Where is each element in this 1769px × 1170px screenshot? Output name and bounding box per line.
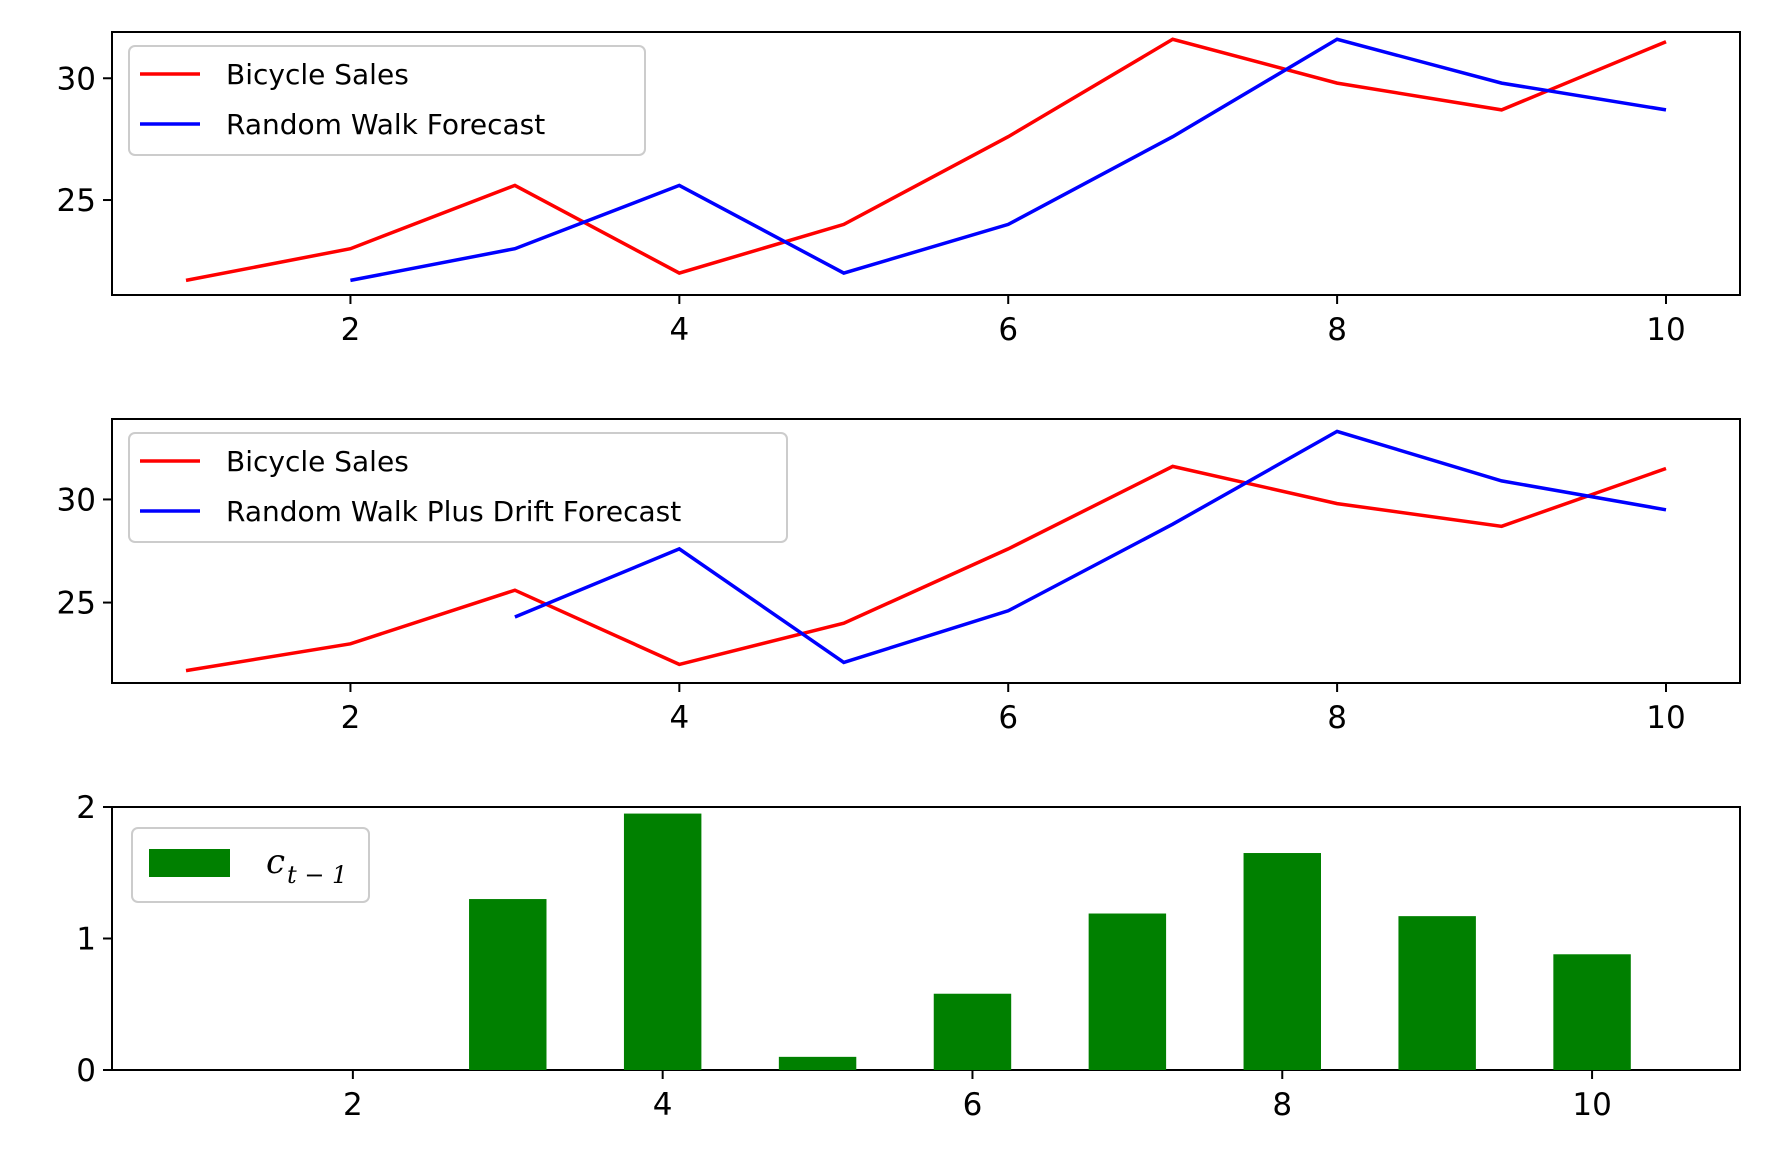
legend-box [128,432,788,543]
x-tick-label: 2 [341,700,361,736]
y-tick-label: 2 [76,790,96,826]
y-tick-label: 25 [57,586,96,622]
bar [1398,916,1476,1070]
axes-frame [111,418,1741,684]
legend-box [131,827,370,903]
x-tick-label: 10 [1646,700,1685,736]
x-tick-label: 10 [1572,1087,1611,1123]
x-tick-label: 6 [998,312,1018,348]
x-tick-label: 4 [653,1087,673,1123]
legend: Bicycle Sales Random Walk Forecast [128,45,646,156]
y-tick-label: 30 [57,482,96,518]
x-tick-label: 8 [1327,312,1347,348]
legend-box [128,45,646,156]
x-tick-label: 2 [341,312,361,348]
series-line-0 [185,464,1667,673]
panel-random-walk-drift: 2 4 6 8 10 25 30 Bicycle Sales Random Walk Plus … [57,418,1741,736]
legend-swatch [149,849,230,877]
bar [1088,913,1167,1070]
bar [1243,853,1321,1070]
bar [778,1056,857,1070]
x-tick-label: 10 [1646,312,1685,348]
bar [623,813,702,1070]
x-tick-label: 6 [963,1087,983,1123]
x-tick-label: 2 [343,1087,363,1123]
bar [1553,954,1631,1070]
legend: Bicycle Sales Random Walk Plus Drift Fore… [128,432,788,543]
series-line-1 [350,37,1667,283]
legend-label: Random Walk Forecast [226,108,545,141]
x-tick-label: 4 [669,700,689,736]
panel-drift-bars: 2 4 6 8 10 0 1 2 ct − 1 [76,790,1741,1123]
legend-label: Random Walk Plus Drift Forecast [226,495,681,528]
legend-label: ct − 1 [266,842,347,889]
bar [469,899,547,1070]
y-tick-label: 30 [57,61,96,97]
y-tick-label: 0 [76,1053,96,1089]
panel-random-walk: 2 4 6 8 10 25 30 Bicycle Sales Random Walk Forec… [57,31,1741,348]
legend-label: Bicycle Sales [226,58,409,91]
y-tick-label: 25 [57,183,96,219]
series-line-1 [514,429,1667,665]
x-tick-label: 4 [669,312,689,348]
axes-frame [111,31,1741,296]
legend: ct − 1 [131,827,370,903]
x-tick-label: 6 [998,700,1018,736]
x-tick-label: 8 [1327,700,1347,736]
y-tick-label: 1 [76,922,96,958]
x-tick-label: 8 [1272,1087,1292,1123]
series-line-0 [185,37,1667,283]
bar [933,993,1012,1070]
legend-label: Bicycle Sales [226,445,409,478]
